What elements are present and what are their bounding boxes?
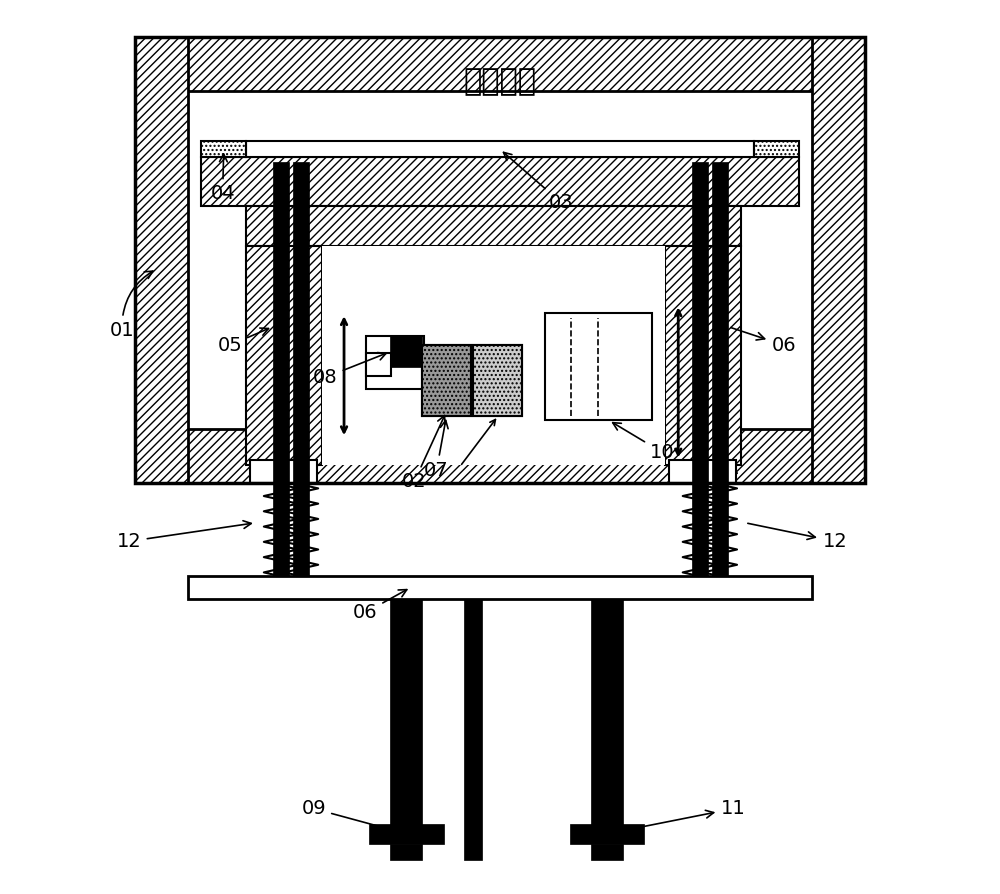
Bar xyxy=(390,598,422,831)
Text: 12: 12 xyxy=(117,520,251,551)
Bar xyxy=(473,344,522,416)
Bar xyxy=(322,247,665,465)
Bar xyxy=(545,313,652,420)
Bar xyxy=(293,162,309,577)
Bar xyxy=(201,141,246,157)
Bar xyxy=(422,344,471,416)
Bar xyxy=(692,162,708,577)
Bar xyxy=(366,335,424,389)
Bar xyxy=(669,460,736,483)
Bar xyxy=(135,429,865,483)
Bar xyxy=(369,824,444,844)
Bar xyxy=(591,844,623,860)
Bar xyxy=(135,37,188,483)
Text: 04: 04 xyxy=(210,154,235,203)
Text: 07: 07 xyxy=(424,420,449,479)
Bar xyxy=(422,344,471,416)
Bar xyxy=(135,37,865,90)
Bar xyxy=(246,207,741,247)
Text: 02: 02 xyxy=(402,416,445,491)
Bar xyxy=(250,460,317,483)
Bar xyxy=(188,577,812,598)
Text: 05: 05 xyxy=(217,328,268,355)
Text: 08: 08 xyxy=(313,352,386,387)
Bar xyxy=(246,247,322,465)
Text: 10: 10 xyxy=(613,423,674,461)
Text: 11: 11 xyxy=(610,799,746,833)
Bar xyxy=(135,37,865,483)
Text: 06: 06 xyxy=(353,590,407,622)
Bar xyxy=(464,598,482,860)
Bar xyxy=(754,141,799,157)
Bar xyxy=(188,90,812,429)
Text: 01: 01 xyxy=(110,271,153,340)
Bar xyxy=(201,157,799,207)
Bar xyxy=(712,162,728,577)
Bar xyxy=(366,353,391,375)
Bar xyxy=(246,141,754,157)
Text: 06: 06 xyxy=(731,327,796,355)
Bar xyxy=(812,37,865,483)
Bar xyxy=(390,335,422,367)
Text: 09: 09 xyxy=(302,799,402,834)
Bar xyxy=(570,824,644,844)
Bar xyxy=(390,844,422,860)
Text: 真空腔室: 真空腔室 xyxy=(464,67,536,96)
Text: 03: 03 xyxy=(504,152,574,212)
Text: 12: 12 xyxy=(748,523,847,551)
Bar xyxy=(591,598,623,831)
Bar xyxy=(273,162,289,577)
Bar xyxy=(665,247,741,465)
Bar xyxy=(473,344,522,416)
